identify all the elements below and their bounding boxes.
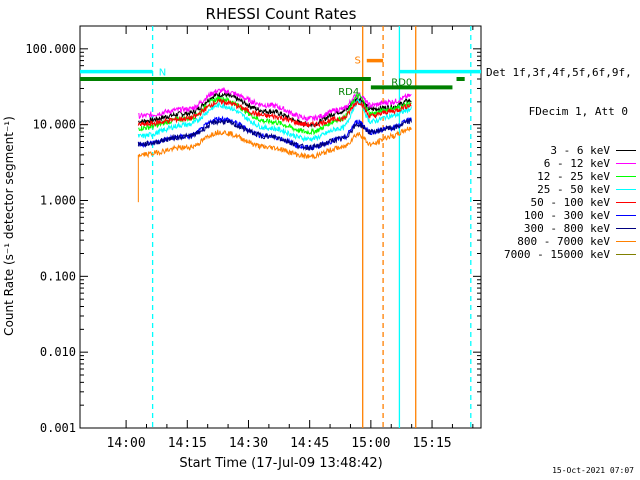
legend-swatch xyxy=(616,215,636,216)
legend-swatch xyxy=(616,163,636,164)
chart-title: RHESSI Count Rates xyxy=(206,5,357,23)
legend-entry: 800 - 7000 keV xyxy=(486,235,636,248)
y-tick-label: 0.010 xyxy=(40,345,76,359)
legend: Det 1f,3f,4f,5f,6f,9f, FDecim 1, Att 0 3… xyxy=(486,40,636,274)
legend-entry: 100 - 300 keV xyxy=(486,209,636,222)
legend-entry: 50 - 100 keV xyxy=(486,196,636,209)
annotation-label: RD4 xyxy=(338,87,359,98)
legend-swatch xyxy=(616,202,636,203)
timestamp: 15-Oct-2021 07:07 xyxy=(552,466,634,475)
x-tick-label: 15:00 xyxy=(351,436,390,451)
legend-entry-label: 12 - 25 keV xyxy=(537,170,610,183)
series-line-5 xyxy=(137,115,412,151)
legend-header-line-2: FDecim 1, Att 0 xyxy=(528,105,628,118)
y-tick-label: 1.000 xyxy=(40,193,76,207)
series-line-2 xyxy=(138,92,412,136)
annotation-label: S xyxy=(355,56,361,67)
series-line-7 xyxy=(137,126,412,160)
series-line-3 xyxy=(137,98,412,143)
legend-swatch xyxy=(616,189,636,190)
legend-entry-label: 7000 - 15000 keV xyxy=(504,248,610,261)
legend-entry-label: 50 - 100 keV xyxy=(530,196,610,209)
x-tick-label: 14:30 xyxy=(229,436,268,451)
legend-entry: 300 - 800 keV xyxy=(486,222,636,235)
legend-entry-label: 3 - 6 keV xyxy=(550,144,610,157)
legend-entry-label: 800 - 7000 keV xyxy=(517,235,610,248)
y-tick-label: 0.100 xyxy=(40,269,76,283)
series-line-1 xyxy=(138,86,412,123)
legend-entry: 3 - 6 keV xyxy=(486,144,636,157)
x-tick-label: 14:00 xyxy=(107,436,146,451)
legend-entry-label: 300 - 800 keV xyxy=(523,222,610,235)
legend-entry-label: 6 - 12 keV xyxy=(543,157,610,170)
series-line-0 xyxy=(138,90,412,129)
legend-entry: 12 - 25 keV xyxy=(486,170,636,183)
annotation-label: N xyxy=(159,68,166,79)
legend-entry: 25 - 50 keV xyxy=(486,183,636,196)
series-line-6 xyxy=(137,117,412,151)
plot-frame xyxy=(79,25,482,429)
series-line-4 xyxy=(137,98,412,128)
legend-entry-label: 25 - 50 keV xyxy=(537,183,610,196)
annotation-label: RD0 xyxy=(391,78,412,89)
legend-swatch xyxy=(616,150,636,151)
legend-entry: 7000 - 15000 keV xyxy=(486,248,636,261)
legend-swatch xyxy=(616,176,636,177)
plot-area: 0.001 0.010 0.100 1.000 10.000 100.000 14:00 14… xyxy=(25,25,482,451)
y-axis-label: Count Rate (s⁻¹ detector segment⁻¹) xyxy=(2,116,16,336)
legend-entry: 6 - 12 keV xyxy=(486,157,636,170)
legend-entry-label: 100 - 300 keV xyxy=(523,209,610,222)
legend-swatch xyxy=(616,254,636,255)
y-tick-label: 100.000 xyxy=(25,42,76,56)
x-axis-label: Start Time (17-Jul-09 13:48:42) xyxy=(179,456,382,471)
legend-header-line-1: Det 1f,3f,4f,5f,6f,9f, xyxy=(486,66,632,79)
y-tick-label: 10.000 xyxy=(33,118,76,132)
x-tick-label: 14:15 xyxy=(168,436,207,451)
x-tick-label: 14:45 xyxy=(290,436,329,451)
y-tick-label: 0.001 xyxy=(40,421,76,435)
legend-swatch xyxy=(616,228,636,229)
legend-swatch xyxy=(616,241,636,242)
x-tick-label: 15:15 xyxy=(412,436,451,451)
